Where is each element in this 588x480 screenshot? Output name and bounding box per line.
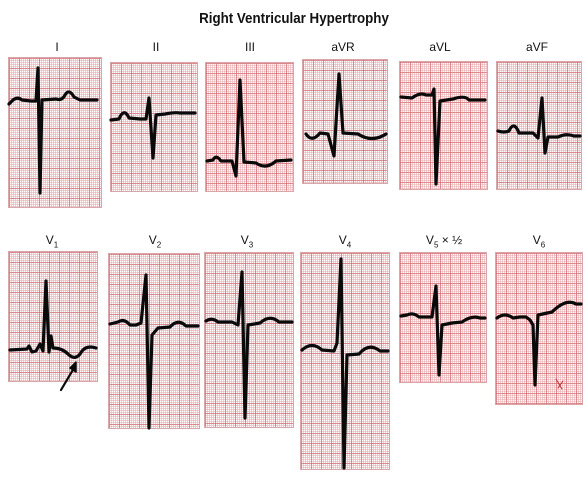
ecg-strip-III (205, 62, 294, 192)
lead-label-II: II (152, 40, 160, 54)
ecg-strip-V1 (8, 251, 98, 382)
ecg-strip-aVL (399, 61, 488, 190)
ecg-strip-V5 (399, 252, 487, 383)
lead-label-I: I (55, 40, 59, 54)
lead-label-V3: V3 (240, 233, 254, 250)
lead-label-V2: V2 (148, 233, 162, 250)
lead-label-III: III (244, 40, 255, 54)
lead-label-V1: V1 (45, 233, 59, 250)
lead-label-V6: V6 (532, 233, 546, 250)
ecg-strip-V2 (108, 253, 200, 429)
ecg-strip-aVR (302, 59, 388, 184)
lead-label-aVL: aVL (429, 40, 451, 54)
lead-label-aVF: aVF (525, 40, 548, 54)
lead-label-V5: V5 × ½ (425, 233, 463, 250)
lead-label-V4: V4 (338, 233, 352, 250)
ecg-strip-V6 (495, 252, 583, 405)
ecg-strip-II (110, 62, 198, 192)
figure-title: Right Ventricular Hypertrophy (199, 11, 389, 27)
ecg-strip-V4 (300, 252, 390, 470)
lead-label-aVR: aVR (331, 40, 355, 54)
ecg-strip-I (8, 57, 102, 208)
ecg-strip-aVF (496, 61, 582, 190)
ecg-strip-V3 (204, 252, 294, 428)
